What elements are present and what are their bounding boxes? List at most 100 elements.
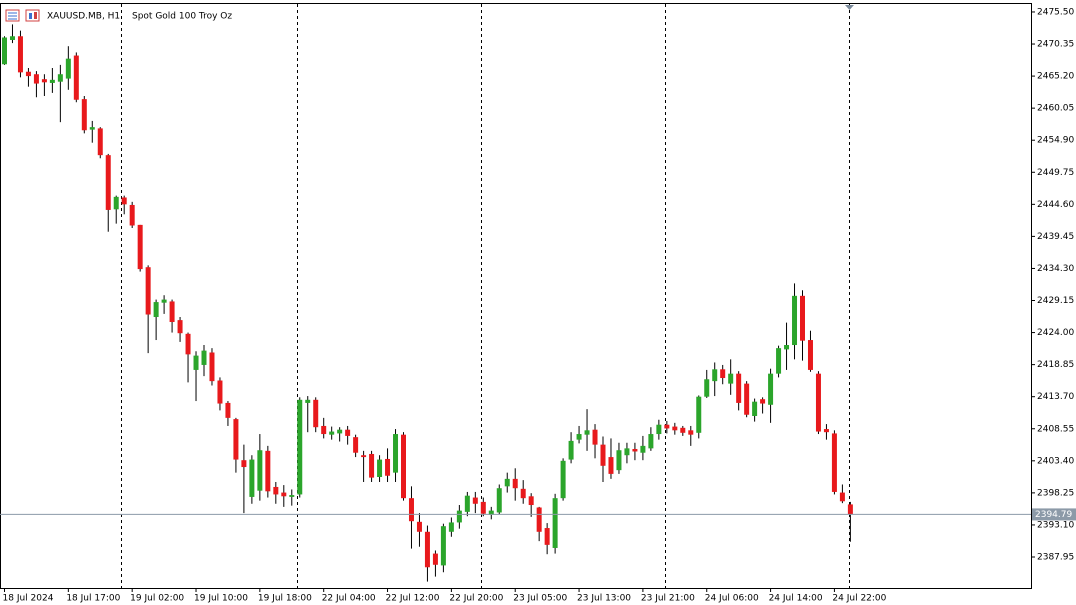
candle-body: [672, 426, 678, 431]
last-price-box: [1032, 508, 1076, 521]
x-tick-label: 19 Jul 10:00: [194, 594, 248, 604]
candle-body: [201, 350, 207, 365]
candle-body: [496, 488, 502, 513]
candle-body: [720, 369, 726, 379]
x-tick-label: 24 Jul 14:00: [769, 594, 823, 604]
y-tick-label: 2434.30: [1037, 264, 1074, 274]
x-tick-label: 24 Jul 22:00: [832, 594, 886, 604]
candle-body: [2, 37, 7, 65]
candle-body: [815, 373, 821, 432]
candle-body: [281, 492, 287, 497]
y-tick-label: 2424.00: [1037, 328, 1074, 338]
icon[interactable]: [25, 9, 40, 22]
candle-body: [568, 440, 574, 460]
candle-body: [401, 434, 406, 499]
candle-body: [584, 430, 590, 435]
candle-body: [552, 498, 558, 548]
candle-body: [839, 492, 845, 502]
candle-body: [49, 79, 55, 83]
last-price-label: 2394.79: [1035, 510, 1072, 520]
candle-body: [616, 450, 622, 471]
candle-body: [9, 36, 15, 40]
candle-body: [65, 58, 71, 79]
candle-body: [504, 478, 510, 487]
candle-body: [656, 424, 662, 435]
y-tick-label: 2439.45: [1037, 232, 1074, 242]
candle-body: [472, 497, 478, 504]
candle-body: [257, 450, 263, 491]
candle-body: [424, 531, 430, 568]
candle-body: [624, 448, 630, 456]
candle-body: [169, 301, 175, 322]
candle-body: [73, 55, 79, 100]
y-tick-label: 2470.35: [1037, 40, 1074, 50]
candle-body: [369, 453, 375, 478]
candle-body: [752, 401, 758, 416]
candle-body: [528, 496, 534, 506]
candle-body: [608, 457, 614, 474]
candle-body: [560, 460, 566, 499]
symbol-description: Spot Gold 100 Troy Oz: [132, 12, 232, 22]
candle-body: [592, 429, 598, 445]
candle-body: [321, 425, 327, 435]
candle-body: [480, 501, 486, 514]
candle-body: [305, 399, 311, 403]
x-tick-label: 19 Jul 18:00: [258, 594, 312, 604]
candle-body: [185, 333, 191, 355]
y-tick-label: 2408.55: [1037, 424, 1074, 434]
candle-body: [768, 373, 774, 405]
candle-body: [89, 127, 95, 130]
candle-body: [600, 444, 606, 466]
toolbar-icons[interactable]: [5, 9, 40, 22]
x-tick-label: 18 Jul 17:00: [66, 594, 120, 604]
candle-body: [744, 383, 750, 415]
candle-body: [377, 459, 383, 478]
candle-body: [432, 553, 438, 565]
candle-body: [696, 396, 702, 433]
y-tick-label: 2418.85: [1037, 360, 1074, 370]
y-tick-label: 2465.20: [1037, 72, 1074, 82]
candle-body: [704, 379, 710, 397]
y-tick-label: 2403.40: [1037, 456, 1074, 466]
candle-body: [640, 445, 646, 453]
candle-body: [233, 419, 239, 460]
candle-body: [153, 302, 159, 318]
candle-body: [776, 348, 782, 374]
candle-body: [97, 128, 103, 156]
candle-body: [536, 507, 542, 532]
candle-body: [512, 478, 518, 489]
candle-body: [728, 373, 734, 384]
candle-body: [488, 510, 494, 515]
candle-body: [225, 402, 231, 418]
y-tick-label: 2429.15: [1037, 296, 1074, 306]
candle-body: [137, 224, 143, 270]
candle-body: [353, 437, 359, 453]
candle-body: [33, 74, 39, 84]
candle-body: [329, 431, 335, 435]
x-tick-label: 23 Jul 05:00: [513, 594, 567, 604]
candle-body: [784, 345, 790, 350]
icon-bar: [34, 12, 37, 19]
candle-body: [632, 448, 638, 452]
plot-frame: [0, 3, 1032, 589]
candle-body: [448, 522, 454, 532]
x-tick-label: 19 Jul 02:00: [130, 594, 184, 604]
y-tick-label: 2387.95: [1037, 552, 1074, 562]
candle-body: [664, 424, 670, 429]
x-tick-label: 23 Jul 13:00: [577, 594, 631, 604]
x-tick-label: 22 Jul 20:00: [449, 594, 503, 604]
candle-body: [337, 429, 343, 434]
candle-body: [712, 369, 718, 382]
x-tick-label: 18 Jul 2024: [3, 594, 54, 604]
y-tick-label: 2454.90: [1037, 136, 1074, 146]
candle-body: [576, 434, 582, 440]
candle-body: [113, 196, 119, 210]
candle-body: [297, 399, 303, 495]
candle-body: [81, 99, 87, 131]
icon-bar: [29, 13, 32, 19]
candle-body: [792, 295, 798, 346]
x-tick-label: 22 Jul 04:00: [322, 594, 376, 604]
candle-body: [385, 458, 391, 476]
candle-body: [688, 430, 694, 435]
candle-body: [41, 79, 47, 83]
